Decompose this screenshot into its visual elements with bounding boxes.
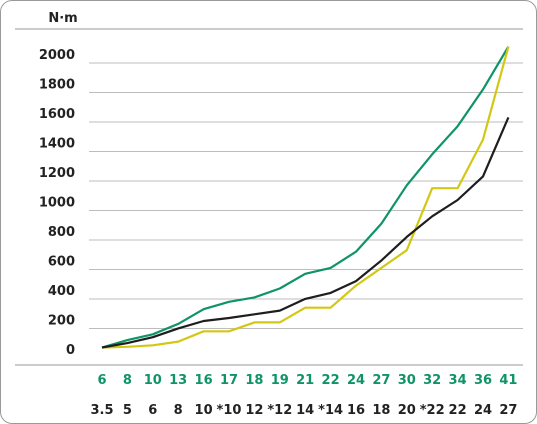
x-tick-label-row2: 24 [474, 403, 492, 418]
y-axis-label: N·m [48, 11, 77, 26]
x-tick-label-row2: 20 [398, 403, 416, 418]
x-tick-label-row2: 14 [296, 403, 314, 418]
x-tick-label-row1: 8 [123, 373, 132, 388]
x-tick-label-row1: 41 [499, 373, 517, 388]
x-tick-label-row2: 6 [148, 403, 157, 418]
x-tick-label-row1: 24 [347, 373, 365, 388]
x-tick-label-row1: 16 [195, 373, 213, 388]
x-tick-label-row2: *12 [267, 403, 292, 418]
x-tick-label-row2: 3.5 [90, 403, 113, 418]
x-labels-row-2: 3.5 5 6 8 10 *10 12 *12 14 *14 16 18 20 *22 22 24 27 [90, 403, 517, 418]
x-tick-label-row1: 30 [398, 373, 416, 388]
x-tick-label-row2: *10 [217, 403, 242, 418]
y-tick-label: 800 [48, 225, 75, 240]
y-tick-labels: 0 200 400 600 800 1000 1200 1400 1600 1800 2000 [39, 48, 75, 358]
x-tick-label-row1: 6 [97, 373, 106, 388]
x-tick-label-row2: *22 [420, 403, 445, 418]
x-tick-label-row1: 17 [220, 373, 238, 388]
x-tick-label-row2: 5 [123, 403, 132, 418]
y-tick-label: 1000 [39, 196, 75, 211]
x-tick-label-row1: 18 [245, 373, 263, 388]
x-tick-label-row1: 27 [372, 373, 390, 388]
y-tick-label: 600 [48, 255, 75, 270]
x-tick-label-row1: 22 [322, 373, 340, 388]
y-tick-label: 2000 [39, 48, 75, 63]
y-tick-label: 0 [66, 343, 75, 358]
series-line-yellow [101, 46, 510, 349]
x-labels-row-1: 6 8 10 13 16 17 18 19 21 22 24 27 30 32 34 36 41 [97, 373, 517, 388]
y-tick-label: 1800 [39, 78, 75, 93]
x-tick-label-row2: 8 [174, 403, 183, 418]
grid-lines [15, 28, 523, 366]
x-tick-label-row2: *14 [318, 403, 343, 418]
x-tick-label-row2: 12 [245, 403, 263, 418]
x-tick-label-row1: 36 [474, 373, 492, 388]
y-tick-label: 200 [48, 314, 75, 329]
x-tick-label-row1: 13 [169, 373, 187, 388]
x-tick-label-row1: 19 [271, 373, 289, 388]
y-tick-label: 400 [48, 284, 75, 299]
x-tick-label-row1: 10 [144, 373, 162, 388]
y-tick-label: 1400 [39, 137, 75, 152]
x-tick-label-row1: 21 [296, 373, 314, 388]
x-tick-label-row2: 27 [499, 403, 517, 418]
y-tick-label: 1600 [39, 107, 75, 122]
x-tick-label-row1: 32 [423, 373, 441, 388]
x-tick-label-row1: 34 [449, 373, 467, 388]
series-lines [101, 46, 510, 349]
x-tick-label-row2: 22 [449, 403, 467, 418]
series-line-green [101, 46, 510, 349]
x-tick-label-row2: 16 [347, 403, 365, 418]
x-tick-label-row2: 18 [372, 403, 390, 418]
series-line-black [101, 116, 510, 349]
x-tick-label-row2: 10 [195, 403, 213, 418]
y-tick-label: 1200 [39, 166, 75, 181]
